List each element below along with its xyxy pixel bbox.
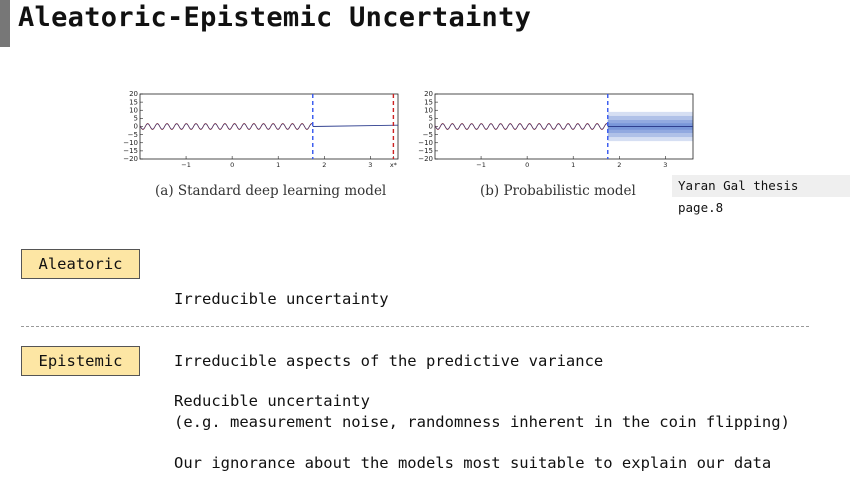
x-tick-label: 3 [663,161,667,169]
x-tick-label: −1 [181,161,191,169]
epistemic-label: Epistemic [21,346,140,376]
y-tick-label: −5 [423,131,433,139]
x-tick-label: x* [390,161,398,169]
y-tick-label: 20 [129,90,138,98]
y-tick-label: 15 [129,98,138,106]
y-tick-label: 0 [134,123,138,131]
epistemic-description: Reducible uncertainty Our ignorance abou… [174,350,771,494]
slide-title: Aleatoric-Epistemic Uncertainty [18,2,532,33]
y-tick-label: −20 [418,155,433,163]
y-tick-label: 10 [424,106,433,114]
aleatoric-line-2: Irreducible aspects of the predictive va… [174,351,604,370]
model-fit-line [434,123,608,130]
y-tick-label: 5 [134,115,138,123]
x-tick-label: 0 [525,161,529,169]
y-tick-label: 0 [429,123,433,131]
epistemic-line-2: Our ignorance about the models most suit… [174,453,772,472]
x-tick-label: 1 [571,161,575,169]
aleatoric-line-1: Irreducible uncertainty [174,290,389,308]
section-divider [21,326,809,327]
x-tick-label: 2 [322,161,326,169]
x-tick-label: 0 [230,161,234,169]
x-tick-label: 1 [276,161,280,169]
y-tick-label: −10 [123,139,138,147]
source-note: Yaran Gal thesis page.8 [672,175,850,215]
title-accent-bar [0,0,10,47]
extrapolation-line [312,124,399,127]
y-tick-label: −20 [123,155,138,163]
y-tick-label: 20 [424,90,433,98]
y-tick-label: −15 [418,147,433,155]
y-tick-label: −10 [418,139,433,147]
epistemic-line-1: Reducible uncertainty [174,392,370,410]
y-tick-label: 10 [129,106,138,114]
aleatoric-label: Aleatoric [21,249,140,279]
y-tick-label: 15 [424,98,433,106]
y-tick-label: 5 [429,115,433,123]
aleatoric-description: Irreducible uncertainty Irreducible aspe… [174,248,790,453]
model-fit-line [139,123,313,130]
y-tick-label: −5 [128,131,138,139]
aleatoric-line-3: (e.g. measurement noise, randomness inhe… [174,413,790,431]
y-tick-label: −15 [123,147,138,155]
x-tick-label: 3 [368,161,372,169]
caption-standard-model: (a) Standard deep learning model [155,183,387,199]
caption-probabilistic-model: (b) Probabilistic model [480,183,636,199]
x-tick-label: −1 [476,161,486,169]
x-tick-label: 2 [617,161,621,169]
